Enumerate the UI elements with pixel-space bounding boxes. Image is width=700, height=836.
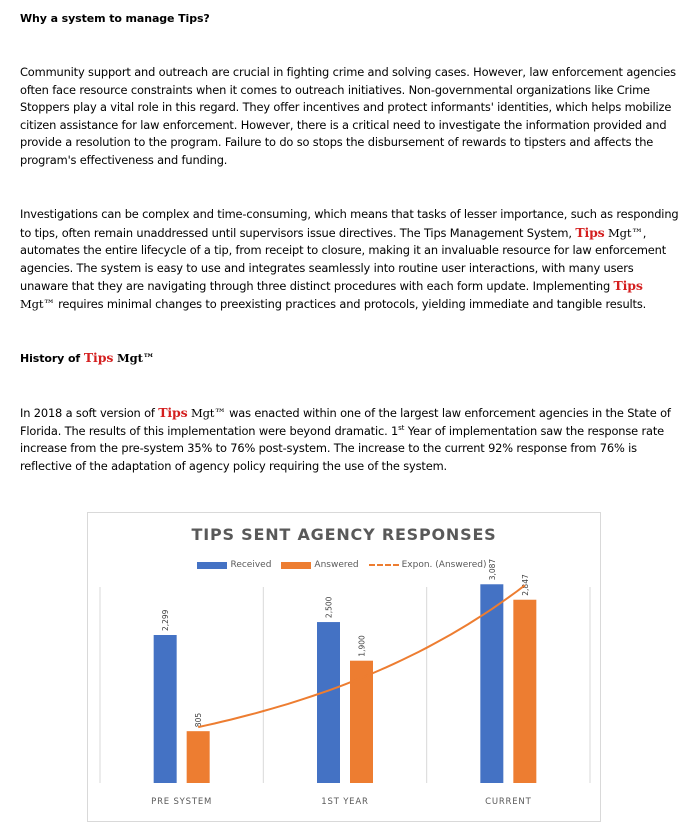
legend-label-received: Received [230,560,272,570]
legend-label-trendline: Expon. (Answered) [401,560,487,570]
para2-text-b: , automates the entire lifecycle of a ti… [20,225,667,294]
why-heading: Why a system to manage Tips? [20,12,210,25]
investigations-paragraph: Investigations can be complex and time-c… [20,206,680,314]
para2-text-c: requires minimal changes to preexisting … [54,296,647,311]
legend-label-answered: Answered [314,560,359,570]
category-label: PRE SYSTEM [151,797,212,807]
data-label: 2,500 [325,596,334,618]
bar-answered-3 [513,599,537,783]
legend-item-trendline: Expon. (Answered) [368,560,487,570]
history-text-c: Year of implementation saw the response … [20,423,664,473]
para2-text-a: Investigations can be complex and time-c… [20,207,679,240]
data-label: 1,900 [358,635,367,657]
bar-answered-2 [350,660,373,783]
trendline-expon-answered [197,584,526,729]
chart-title: TIPS SENT AGENCY RESPONSES [191,525,497,544]
legend-item-answered: Answered [281,560,359,570]
legend-swatch-received [197,561,228,569]
brand-mgt-word: Mgt™ [608,225,643,240]
legend-swatch-answered [281,561,312,569]
history-text-a: In 2018 a soft version of [20,406,159,420]
responses-chart: TIPS SENT AGENCY RESPONSES Received Answ… [87,512,601,822]
chart-legend: Received Answered Expon. (Answered) [88,560,600,570]
ordinal-suffix: st [398,423,405,432]
brand-mgt-word: Mgt™ [190,406,226,420]
category-label: 1ST YEAR [321,797,368,807]
bar-received-2 [317,622,340,783]
history-heading-prefix: History of [20,352,84,365]
legend-swatch-trendline [368,564,399,566]
brand-tips-word: Tips [83,350,114,365]
brand-tips-word: Tips [575,224,605,240]
data-label: 2,299 [161,609,170,631]
category-label: CURRENT [485,797,532,807]
brand-mgt-word: Mgt™ [117,351,155,365]
brand-tips-word: Tips [613,278,643,294]
history-heading: History of Tips Mgt™ [20,350,154,365]
brand-mgt-word: Mgt™ [20,296,55,311]
bar-received-3 [480,584,504,783]
data-label: 3,087 [488,559,497,581]
bar-answered-1 [186,731,210,783]
community-paragraph: Community support and outreach are cruci… [20,65,676,167]
chart-plot-area: 2,299 805 PRE SYSTEM 2,500 1,900 1ST YEAR 3,08… [99,559,591,807]
history-text-b: was enacted within one of the largest la… [20,406,671,438]
history-paragraph: In 2018 a soft version of Tips Mgt™ was … [20,404,680,475]
brand-tips-word: Tips [158,405,188,420]
legend-item-received: Received [197,560,271,570]
data-label: 2,847 [521,574,530,596]
data-label: 805 [194,713,203,728]
bar-received-1 [153,635,177,783]
